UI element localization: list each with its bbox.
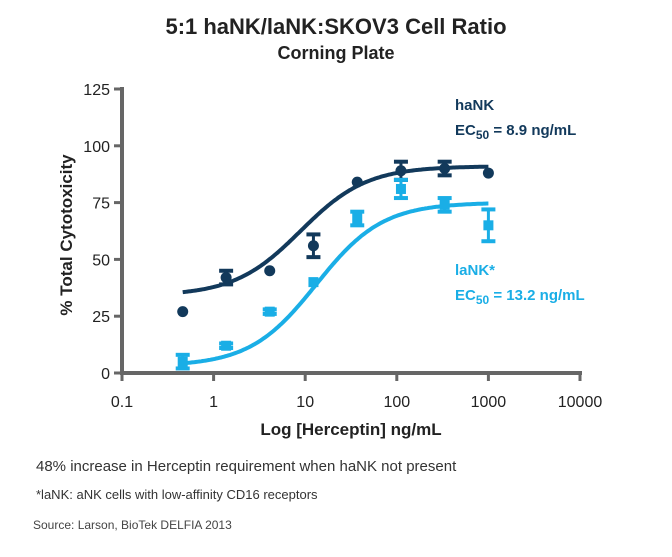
y-tick-label: 0 (101, 366, 110, 383)
x-tick-label: 100 (383, 394, 410, 411)
ec50-label: EC50 = 8.9 ng/mL (455, 122, 576, 142)
chart-title: 5:1 haNK/laNK:SKOV3 Cell Ratio (165, 14, 507, 39)
source-note: Source: Larson, BioTek DELFIA 2013 (33, 518, 232, 532)
data-point (439, 199, 450, 210)
data-point (308, 277, 319, 288)
data-point (395, 165, 407, 177)
data-point (351, 176, 363, 188)
x-tick-label: 10000 (558, 394, 603, 411)
data-point (483, 220, 494, 231)
y-axis-label: % Total Cytotoxicity (57, 154, 76, 316)
data-point (177, 306, 189, 318)
x-axis-label: Log [Herceptin] ng/mL (260, 420, 441, 439)
increase-note: 48% increase in Herceptin requirement wh… (36, 458, 457, 475)
x-tick-label: 10 (296, 394, 314, 411)
y-tick-label: 75 (92, 196, 110, 213)
data-point (264, 306, 275, 317)
ec50-label: EC50 = 13.2 ng/mL (455, 287, 585, 307)
y-tick-label: 100 (83, 139, 110, 156)
data-point (307, 240, 319, 252)
data-point (439, 163, 451, 175)
chart-subtitle: Corning Plate (277, 43, 395, 63)
fit-curve (182, 164, 489, 295)
y-tick-label: 50 (92, 252, 110, 269)
series-lank: laNK* EC50 = 13.2 ng/mL (175, 177, 585, 371)
x-tick-label: 1000 (471, 394, 507, 411)
series-hank: haNK EC50 = 8.9 ng/mL (177, 97, 576, 318)
data-point (482, 167, 494, 179)
y-tick-label: 125 (83, 82, 110, 99)
data-point (220, 272, 232, 284)
data-point (352, 213, 363, 224)
data-point (177, 356, 188, 367)
series-label: laNK* (455, 262, 495, 279)
x-tick-label: 1 (209, 394, 218, 411)
x-tick-label: 0.1 (111, 394, 133, 411)
data-point (221, 340, 232, 351)
fit-curve (182, 201, 489, 366)
footnote: *laNK: aNK cells with low-affinity CD16 … (36, 487, 318, 502)
data-point (264, 265, 276, 277)
series-label: haNK (455, 97, 494, 114)
data-point (395, 183, 406, 194)
y-tick-label: 25 (92, 309, 110, 326)
